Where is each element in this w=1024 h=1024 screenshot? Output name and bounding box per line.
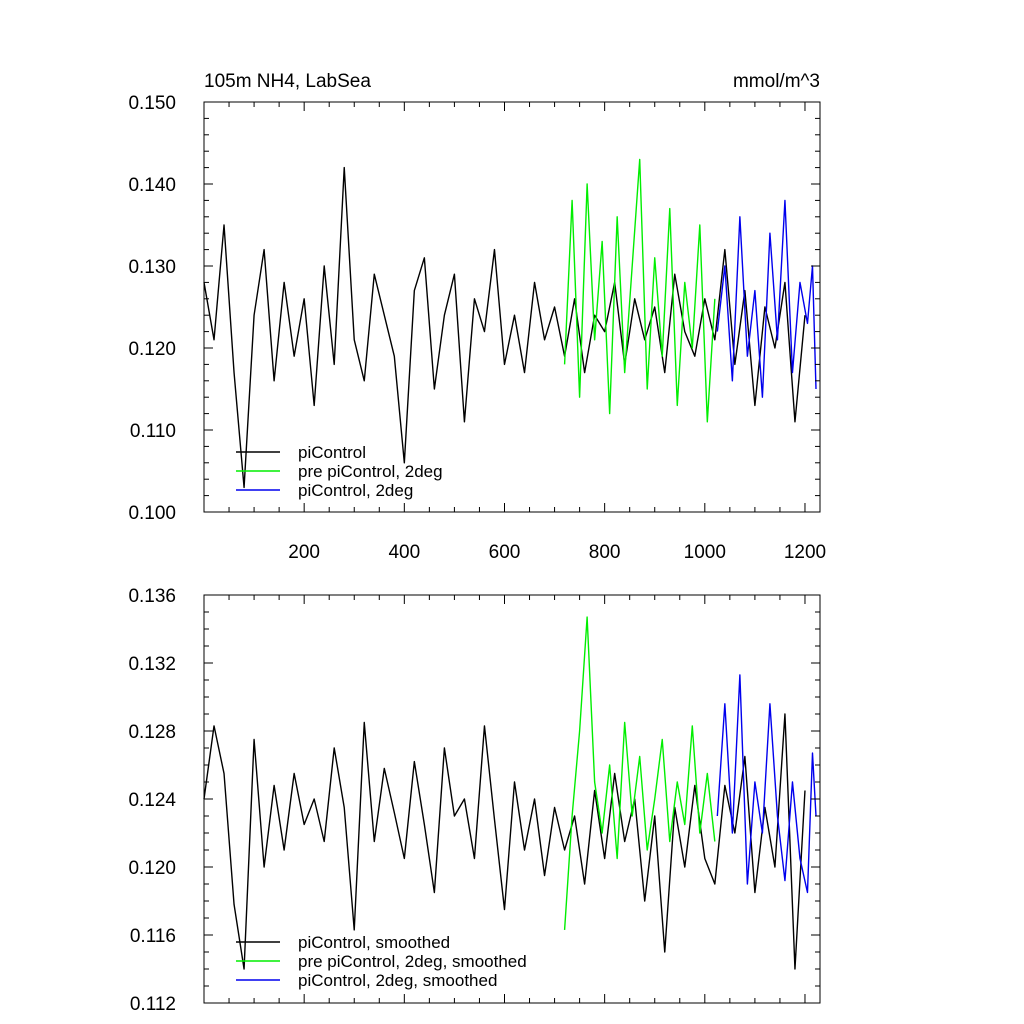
x-tick-label: 800 <box>589 542 621 563</box>
legend-label: piControl, 2deg <box>298 481 413 500</box>
legend-label: piControl, 2deg, smoothed <box>298 971 497 990</box>
x-tick-label: 600 <box>489 542 521 563</box>
y-tick-label: 0.150 <box>128 93 176 114</box>
series-line <box>716 199 817 398</box>
y-tick-label: 0.112 <box>130 994 176 1015</box>
x-tick-label: 400 <box>388 542 420 563</box>
series-line <box>563 616 716 930</box>
series-line <box>203 166 806 489</box>
y-tick-label: 0.100 <box>128 503 176 524</box>
legend-label: piControl, smoothed <box>298 933 450 952</box>
legend-label: piControl <box>298 443 366 462</box>
y-tick-label: 0.130 <box>128 257 176 278</box>
top-panel: 105m NH4, LabSea mmol/m^3 0.100 0.110 0.12… <box>128 71 826 563</box>
y-tick-label: 0.110 <box>130 421 176 442</box>
x-tick-label: 200 <box>288 542 320 563</box>
plot-frame <box>203 101 821 513</box>
y-tick-label: 0.140 <box>128 175 176 196</box>
bottom-panel: 0.112 0.116 0.120 0.124 0.128 0.132 0.136 piCon… <box>128 586 821 1015</box>
x-tick-label: 1200 <box>784 542 826 563</box>
series-line <box>203 713 806 970</box>
y-tick-label: 0.132 <box>128 654 176 675</box>
y-tick-label: 0.120 <box>128 858 176 879</box>
y-tick-label: 0.128 <box>128 722 176 743</box>
x-tick-label: 1000 <box>684 542 726 563</box>
legend-label: pre piControl, 2deg, smoothed <box>298 952 527 971</box>
panel-title-left: 105m NH4, LabSea <box>204 71 371 92</box>
series-line <box>563 158 716 423</box>
y-tick-label: 0.120 <box>128 339 176 360</box>
y-tick-label: 0.124 <box>128 790 176 811</box>
y-tick-label: 0.116 <box>130 926 176 947</box>
series-line <box>716 674 817 894</box>
y-tick-label: 0.136 <box>128 586 176 607</box>
legend-label: pre piControl, 2deg <box>298 462 443 481</box>
panel-title-right: mmol/m^3 <box>733 71 820 92</box>
